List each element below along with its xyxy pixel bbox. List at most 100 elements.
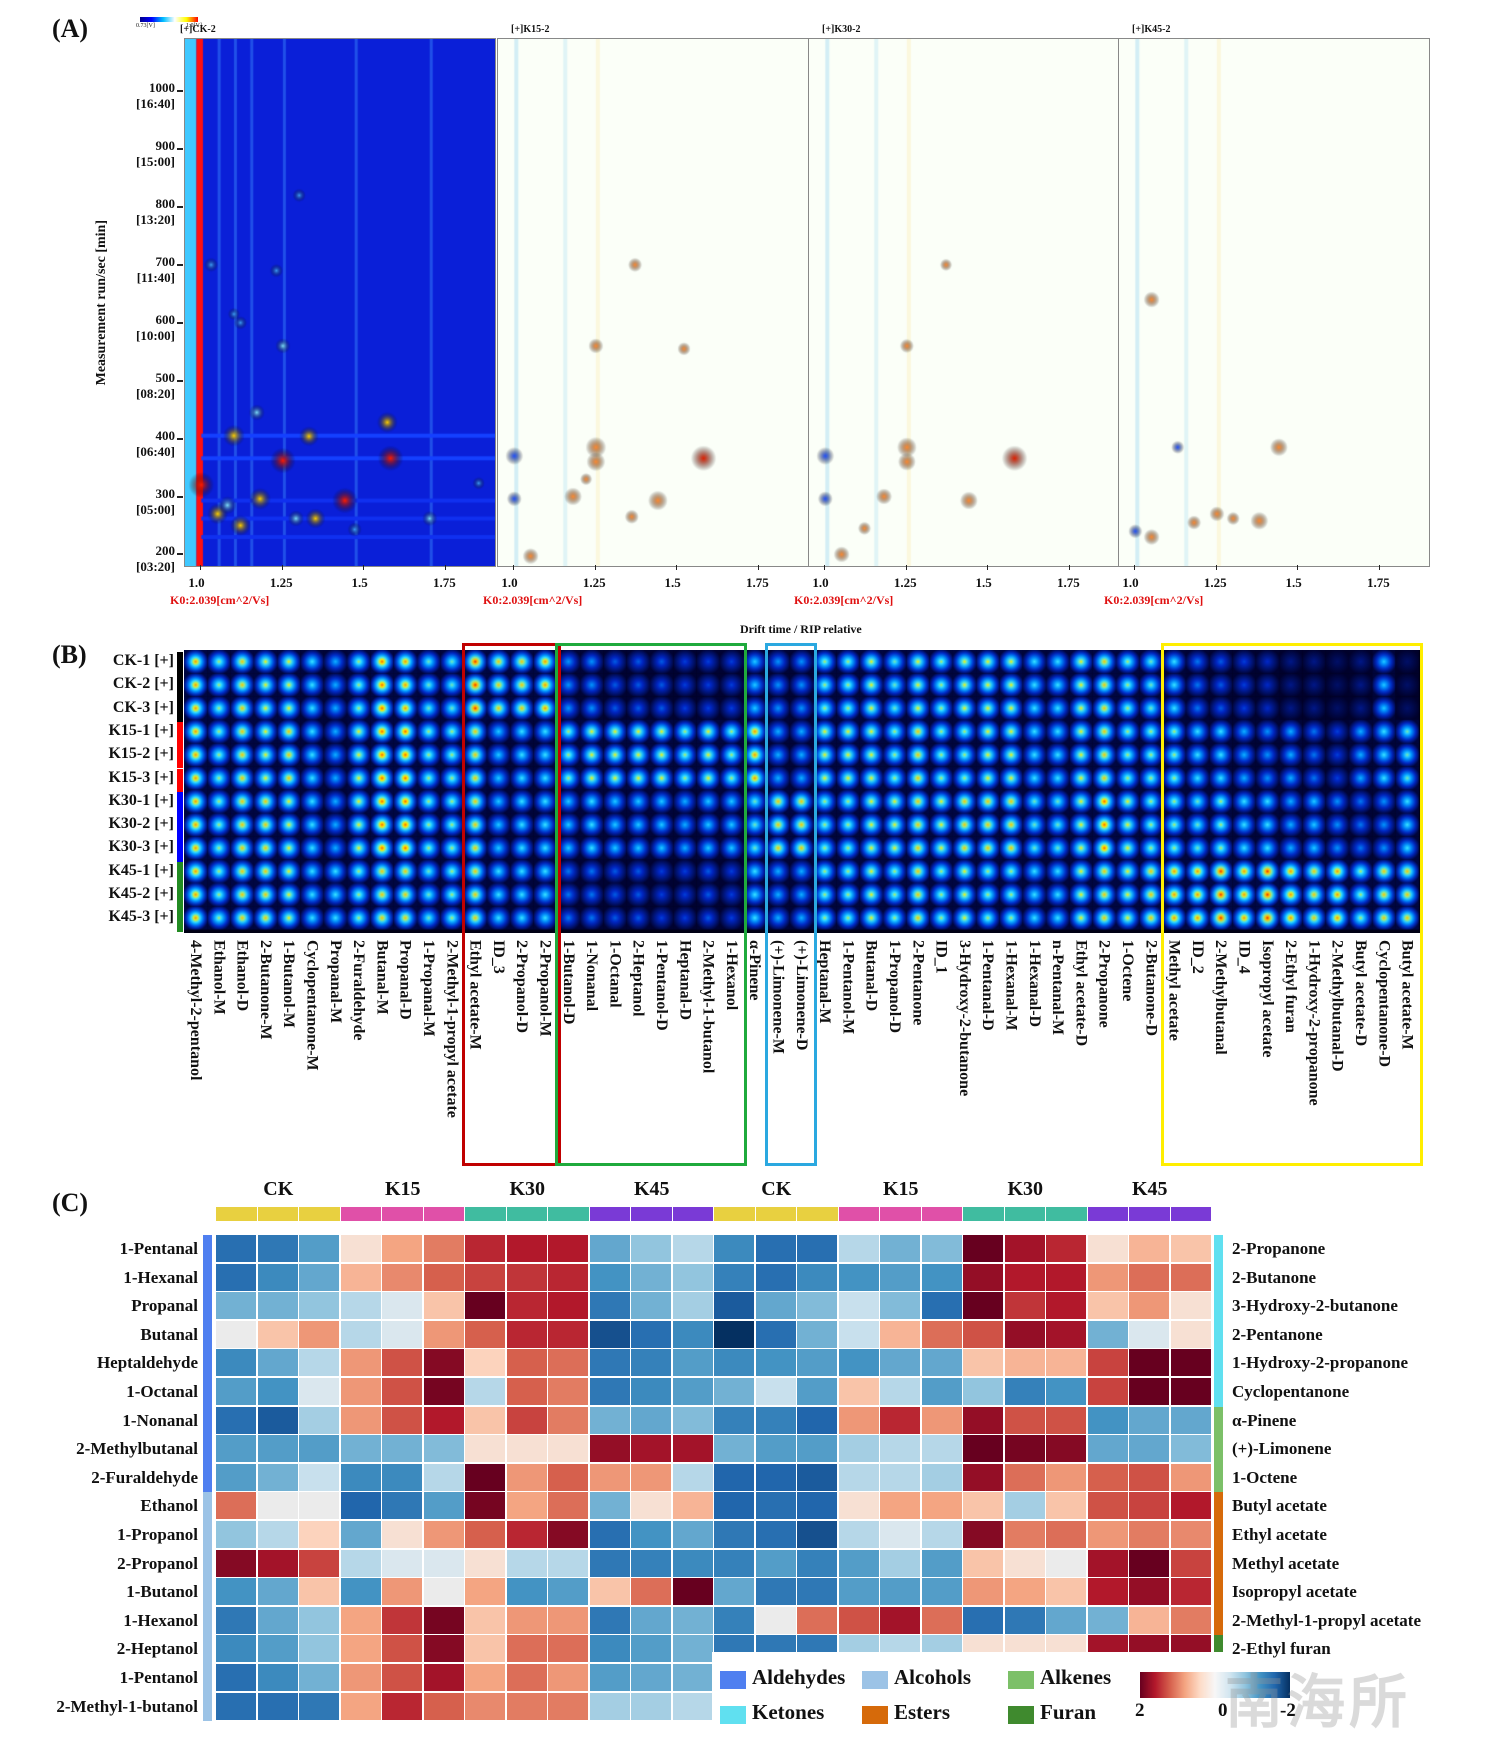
heatmap-cell [423,1378,464,1406]
heatmap-cell [589,1463,630,1491]
y-tick-label: 600 [155,311,176,327]
heatmap-cell [1046,1378,1086,1406]
class-bar-alcohols [203,1492,212,1521]
highlight-box-1 [554,643,748,1166]
heatmap-cell [672,1235,713,1263]
group-header-ck: CK [263,1178,294,1200]
heatmap-cell [257,1435,298,1463]
gallery-column-label: 2-Methylbutanal [1212,940,1230,1055]
gallery-column-label: 2-Butanone-M [256,940,274,1040]
heatmap-cell [257,1606,298,1634]
gallery-row-label: CK-2 [+] [112,675,174,693]
heatmap-cell [1170,1263,1211,1291]
gallery-row-label: CK-3 [+] [112,698,174,716]
heatmap-cell [1004,1349,1045,1377]
gallery-column-label: 1-Propanol-D [886,940,903,1034]
heatmap-cell [257,1406,298,1434]
heatmap-cell [1046,1463,1086,1491]
heatmap-cell [423,1606,464,1634]
group-color-k30 [177,791,183,816]
y-tick-time: [10:00] [136,327,175,343]
heatmap-cell [672,1635,713,1663]
heatmap-row-label: Methyl acetate [1232,1553,1340,1573]
heatmap-cell [340,1406,381,1434]
gallery-column-label: Butanal-M [373,940,391,1015]
group-color-k15 [177,721,183,746]
heatmap-cell [1046,1406,1086,1434]
heatmap-cell [506,1692,547,1720]
heatmap-cell [1046,1578,1086,1606]
heatmap-cell [921,1606,962,1634]
heatmap-cell [797,1320,837,1348]
x-tick-mark [513,565,515,570]
heatmap-cell [963,1435,1003,1463]
heatmap-cell [1087,1521,1128,1549]
heatmap-cell [548,1378,588,1406]
heatmap-cell [1004,1235,1045,1263]
heatmap-cell [1170,1435,1211,1463]
heatmap-cell [672,1292,713,1320]
heatmap-cell [257,1578,298,1606]
heatmap-cell [216,1263,256,1291]
group-color-k15 [177,768,183,792]
y-axis-label: Measurement run/sec [min] [94,220,109,386]
heatmap-cell [1129,1378,1169,1406]
heatmap-cell [216,1320,256,1348]
heatmap-cell [880,1263,920,1291]
heatmap-cell [382,1320,422,1348]
heatmap-cell [963,1606,1003,1634]
x-tick-label: 1.75 [433,575,456,590]
heatmap-cell [755,1578,796,1606]
heatmap-cell [1170,1463,1211,1491]
heatmap-cell [465,1606,505,1634]
heatmap-cell [1129,1521,1169,1549]
heatmap-cell [838,1606,879,1634]
heatmap-cell [631,1549,671,1577]
class-bar-alcohols [203,1521,212,1550]
group-header-k30: K30 [1007,1178,1044,1200]
heatmap-row-label: 1-Octanal [126,1382,198,1401]
heatmap-cell [423,1235,464,1263]
class-bar-aldehydes [203,1435,212,1464]
heatmap-row-label: 1-Pentanol [119,1668,198,1687]
class-bar-ketones [1214,1349,1223,1378]
gallery-row-label: K15-2 [+] [108,745,174,763]
heatmap-cell [382,1606,422,1634]
heatmap-cell [755,1521,796,1549]
group-header-k15: K15 [384,1178,421,1200]
heatmap-cell [465,1292,505,1320]
colorbar-min-label: 0.73[V] [136,23,155,29]
heatmap-cell [382,1549,422,1577]
group-color-cell [838,1207,879,1221]
heatmap-cell [838,1320,879,1348]
gallery-column-label: 3-Hydroxy-2-butanone [955,940,973,1097]
heatmap-cell [299,1320,339,1348]
x-tick-label: 1.25 [893,575,917,590]
heatmap-cell [963,1320,1003,1348]
y-tick-time: [06:40] [136,443,175,459]
heatmap-cell [838,1521,879,1549]
x-tick-mark [1297,565,1299,570]
gallery-column-label: ID_2 [1188,940,1206,974]
x-tick-label: 1.5 [351,575,368,590]
heatmap-cell [631,1606,671,1634]
heatmap-cell [921,1349,962,1377]
heatmap-cell [672,1492,713,1520]
heatmap-cell [423,1578,464,1606]
heatmap-cell [1004,1463,1045,1491]
class-bar-aldehydes [203,1349,212,1378]
heatmap-cell [299,1549,339,1577]
heatmap-cell [257,1635,298,1663]
heatmap-cell [755,1378,796,1406]
heatmap-cell [880,1578,920,1606]
heatmap-cell [548,1435,588,1463]
heatmap-cell [1046,1549,1086,1577]
gallery-column-label: (+)-Limonene-D [792,940,810,1051]
group-color-cell [216,1207,257,1221]
gallery-row-label: K45-3 [+] [108,908,174,926]
heatmap-row-label: 2-Propanol [117,1553,198,1573]
group-color-cell [548,1207,589,1221]
heatmap-cell [838,1406,879,1434]
y-tick-label: 800 [155,195,176,211]
heatmap-cell [672,1349,713,1377]
